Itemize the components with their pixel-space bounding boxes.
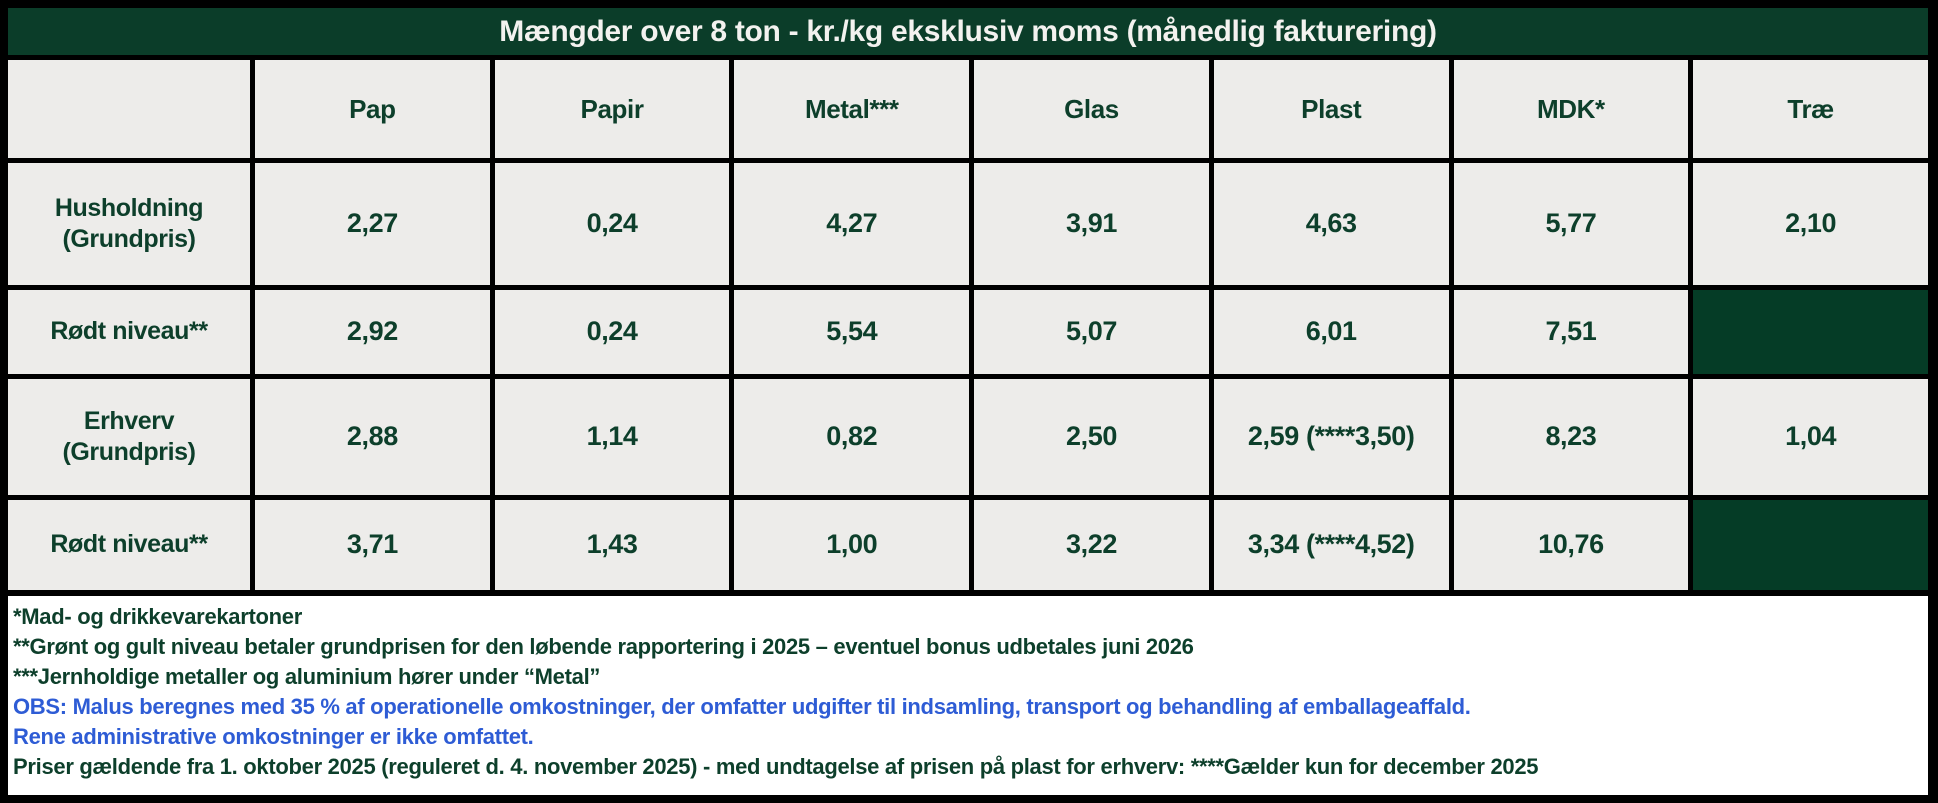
value-cell: 0,24 bbox=[494, 290, 730, 374]
col-header-trae: Træ bbox=[1693, 60, 1928, 158]
value-cell: 3,34 (****4,52) bbox=[1213, 500, 1449, 590]
value-cell: 8,23 bbox=[1453, 379, 1689, 495]
value-cell: 1,14 bbox=[494, 379, 730, 495]
value-cell: 5,54 bbox=[734, 290, 970, 374]
value-cell: 4,27 bbox=[734, 163, 970, 285]
empty-filled-cell bbox=[1693, 500, 1928, 590]
row-label-roedt-niveau-husholdning: Rødt niveau** bbox=[8, 290, 250, 374]
value-cell: 1,43 bbox=[494, 500, 730, 590]
value-cell: 1,04 bbox=[1693, 379, 1928, 495]
col-header-metal: Metal*** bbox=[734, 60, 970, 158]
value-cell: 7,51 bbox=[1453, 290, 1689, 374]
col-header-papir: Papir bbox=[494, 60, 730, 158]
validity-note: Priser gældende fra 1. oktober 2025 (reg… bbox=[13, 754, 1539, 779]
value-cell: 10,76 bbox=[1453, 500, 1689, 590]
value-cell: 6,01 bbox=[1213, 290, 1449, 374]
empty-filled-cell bbox=[1693, 290, 1928, 374]
footnote-niveau: **Grønt og gult niveau betaler grundpris… bbox=[13, 634, 1194, 659]
value-cell: 2,50 bbox=[974, 379, 1209, 495]
value-cell: 2,88 bbox=[255, 379, 490, 495]
value-cell: 2,59 (****3,50) bbox=[1213, 379, 1449, 495]
value-cell: 4,63 bbox=[1213, 163, 1449, 285]
value-cell: 2,92 bbox=[255, 290, 490, 374]
obs-note-line2: Rene administrative omkostninger er ikke… bbox=[13, 724, 534, 749]
row-label-roedt-niveau-erhverv: Rødt niveau** bbox=[8, 500, 250, 590]
col-header-mdk: MDK* bbox=[1453, 60, 1689, 158]
obs-note-line1: OBS: Malus beregnes med 35 % af operatio… bbox=[13, 694, 1471, 719]
value-cell: 5,07 bbox=[974, 290, 1209, 374]
value-cell: 3,71 bbox=[255, 500, 490, 590]
value-cell: 1,00 bbox=[734, 500, 970, 590]
col-header-pap: Pap bbox=[255, 60, 490, 158]
value-cell: 3,91 bbox=[974, 163, 1209, 285]
price-sheet: Mængder over 8 ton - kr./kg eksklusiv mo… bbox=[8, 8, 1928, 795]
value-cell: 0,24 bbox=[494, 163, 730, 285]
col-header-glas: Glas bbox=[974, 60, 1209, 158]
footnote-metal: ***Jernholdige metaller og aluminium hør… bbox=[13, 664, 601, 689]
value-cell: 2,27 bbox=[255, 163, 490, 285]
value-cell: 0,82 bbox=[734, 379, 970, 495]
col-header-plast: Plast bbox=[1213, 60, 1449, 158]
price-table: Mængder over 8 ton - kr./kg eksklusiv mo… bbox=[8, 8, 1928, 596]
row-label-husholdning: Husholdning (Grundpris) bbox=[8, 163, 250, 285]
col-header-empty bbox=[8, 60, 250, 158]
value-cell: 2,10 bbox=[1693, 163, 1928, 285]
footnote-mdk: *Mad- og drikkevarekartoner bbox=[13, 604, 303, 629]
table-title: Mængder over 8 ton - kr./kg eksklusiv mo… bbox=[8, 8, 1928, 55]
row-label-erhverv: Erhverv (Grundpris) bbox=[8, 379, 250, 495]
footnotes: *Mad- og drikkevarekartoner **Grønt og g… bbox=[8, 596, 1928, 795]
value-cell: 3,22 bbox=[974, 500, 1209, 590]
value-cell: 5,77 bbox=[1453, 163, 1689, 285]
